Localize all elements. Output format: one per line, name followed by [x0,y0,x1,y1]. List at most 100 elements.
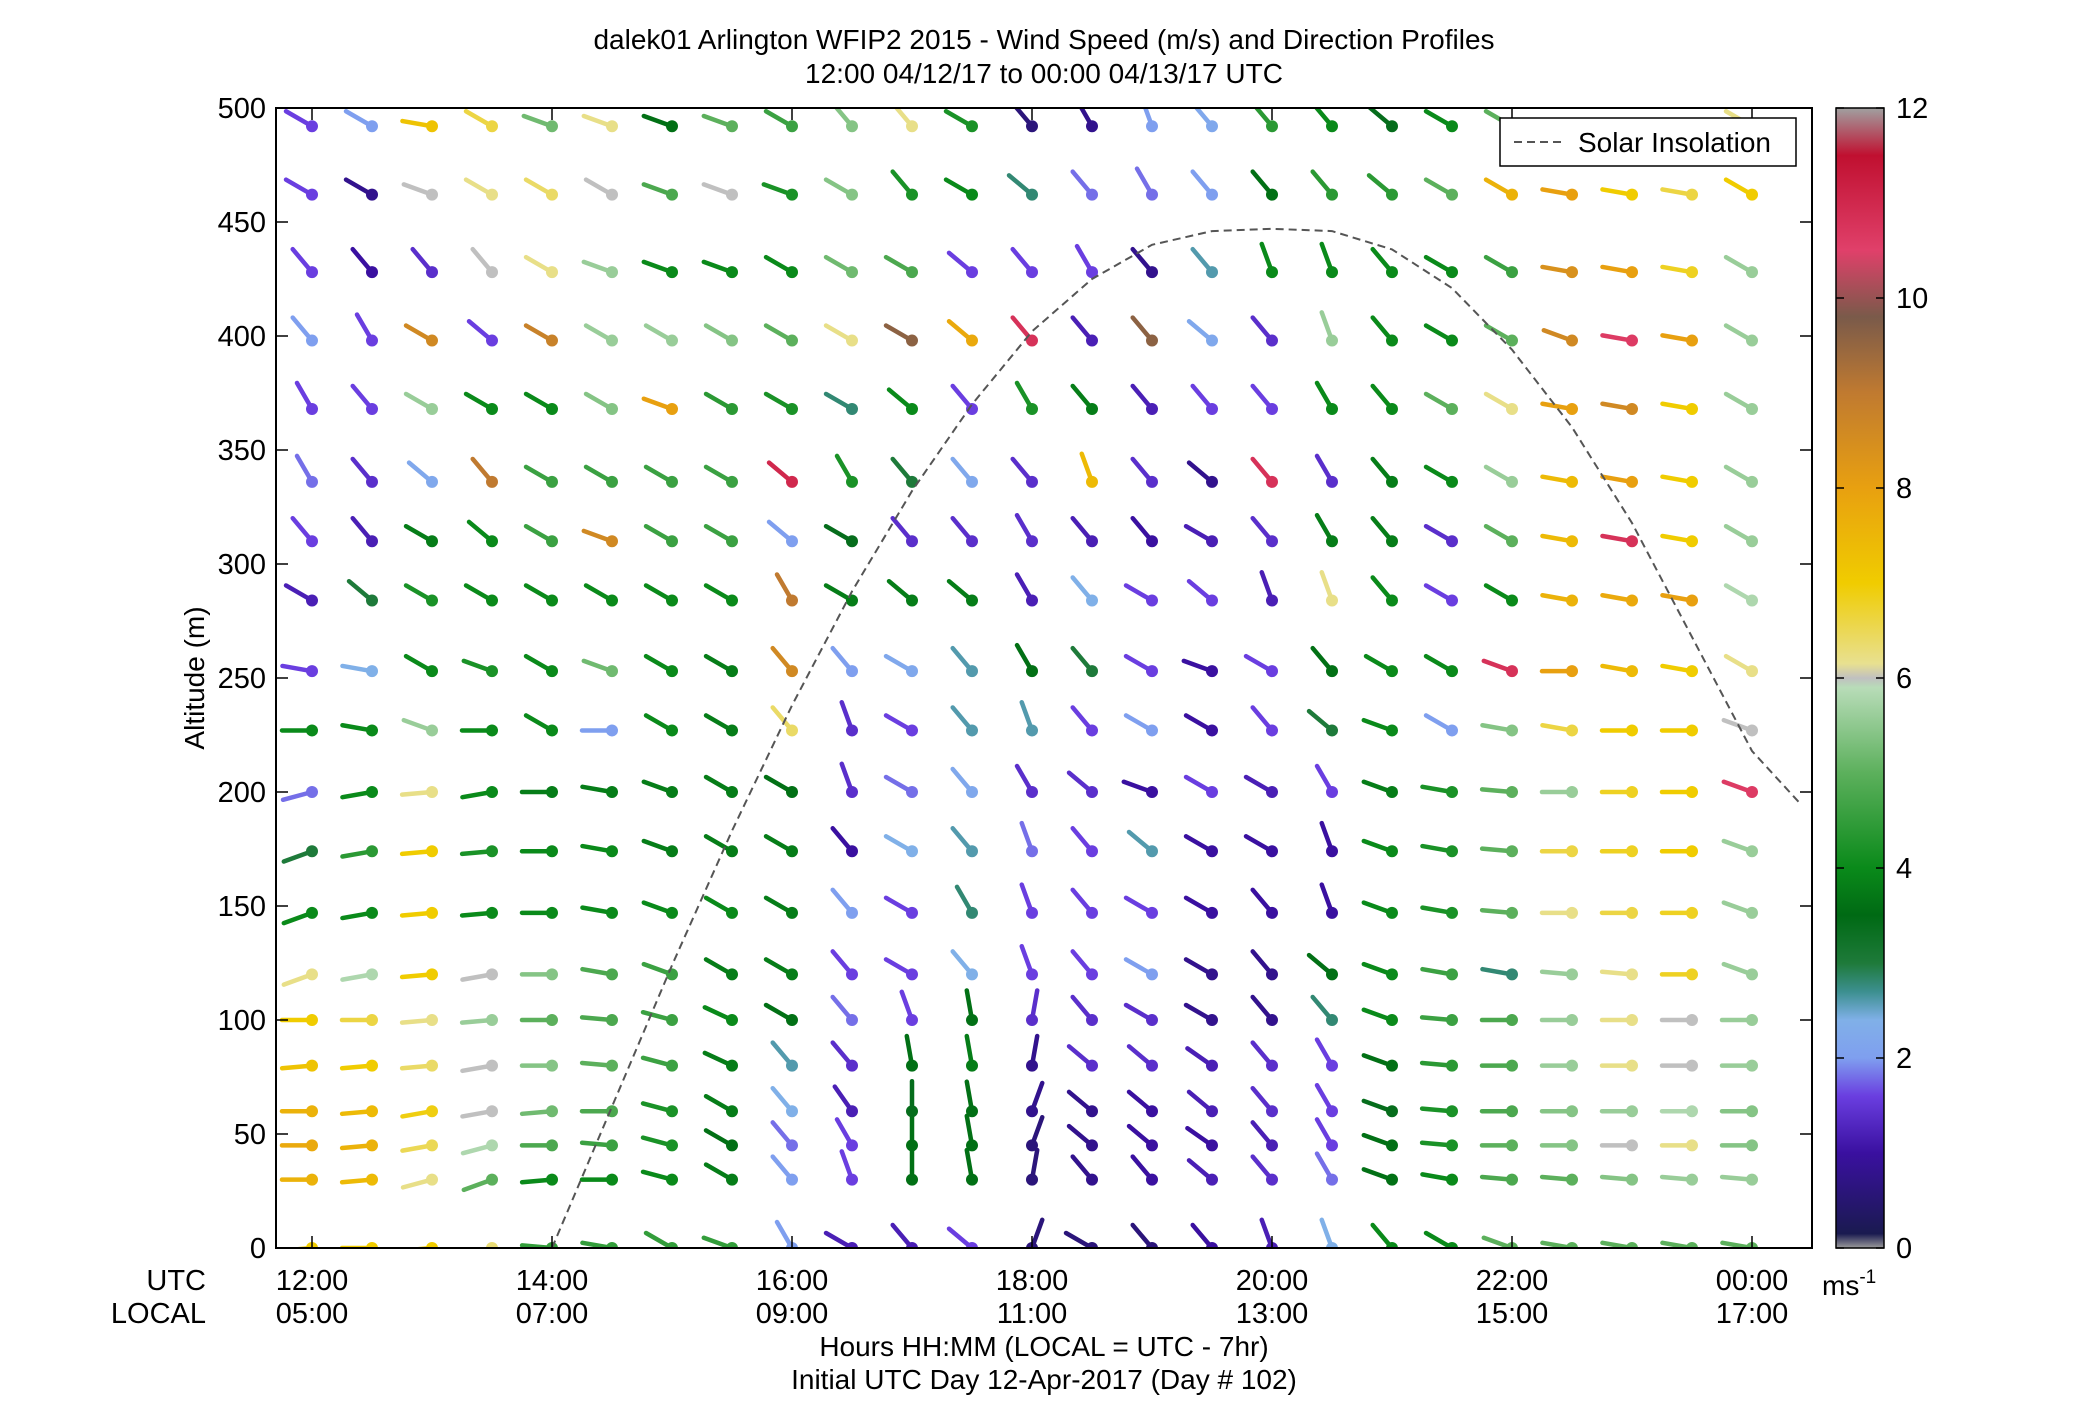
wind-barb-dot [906,1105,918,1118]
wind-barb [883,254,918,279]
x-tick-label-utc: 22:00 [1476,1265,1549,1297]
wind-barb [640,1135,678,1152]
wind-barb-dot [726,266,738,279]
wind-barb [1193,108,1218,133]
wind-barb-dot [486,665,498,678]
wind-barb-dot [846,120,858,133]
wind-barb-dot [306,475,318,488]
wind-barb-dot [486,402,498,415]
wind-barb [519,1059,558,1072]
wind-barb-dot [1326,402,1338,415]
wind-barb-dot [426,1173,438,1186]
wind-barb [1719,1014,1758,1026]
wind-barb-dot [1566,724,1578,737]
wind-barb [1660,187,1698,201]
y-tick-label: 300 [218,549,266,581]
wind-barb [1600,333,1638,347]
wind-barb-dot [1566,1173,1578,1186]
wind-barb-dot [366,1139,378,1152]
wind-barb [640,1101,678,1118]
wind-barb-dot [1086,1059,1098,1072]
wind-barb [1314,380,1338,415]
wind-barb [1660,401,1698,415]
wind-barb [343,108,378,133]
wind-barb [1306,708,1338,737]
wind-barb [1013,108,1038,133]
wind-barb [1423,653,1458,678]
wind-barb-dot [1026,120,1038,133]
wind-barb [1259,241,1278,279]
wind-barb [400,118,438,133]
wind-barb [906,1113,918,1152]
wind-barb [1363,653,1398,678]
wind-barb-dot [1086,1105,1098,1118]
wind-barb [1250,515,1278,548]
wind-barb-dot [1446,402,1458,415]
wind-barb-dot [1386,594,1398,607]
wind-barb-dot [666,535,678,548]
wind-barb [1719,1059,1758,1072]
wind-barb-dot [906,786,918,798]
wind-barb [883,895,918,919]
wind-barb [1539,1059,1578,1072]
wind-barb-dot [906,1014,918,1026]
wind-barb-dot [546,968,558,981]
wind-barb-dot [1386,968,1398,981]
wind-barb-dot [1026,535,1038,548]
y-tick-label: 0 [250,1233,266,1265]
colorbar-tick-label: 8 [1896,473,1912,505]
wind-barb [950,515,978,548]
wind-barb-dot [606,475,618,488]
wind-barb-dot [1506,845,1518,858]
wind-barb [701,113,738,133]
x-tick-label-local: 11:00 [997,1298,1067,1330]
wind-barb-dot [1086,535,1098,548]
wind-barb-dot [1446,1173,1458,1186]
wind-barb-dot [1206,1242,1218,1248]
wind-barb-dot [306,1173,318,1186]
wind-barb [1659,1105,1698,1118]
wind-barb [583,391,618,415]
wind-barb-dot [846,475,858,488]
wind-barb [294,453,318,488]
wind-barb [823,254,858,279]
wind-barb [823,523,858,548]
wind-barb-dot [1206,535,1218,548]
wind-barb [1599,1014,1638,1026]
wind-barb [886,578,918,607]
wind-barb [1723,177,1758,201]
wind-barb-dot [846,266,858,279]
wind-barb-dot [1326,906,1338,919]
wind-barb-dot [1206,845,1218,858]
wind-barb-dot [306,334,318,347]
wind-barb [830,1040,858,1072]
wind-barb-dot [1086,1242,1098,1248]
wind-barb-dot [1446,266,1458,279]
wind-barb [701,182,738,201]
wind-barb-dot [1086,906,1098,919]
wind-barb-dot [726,845,738,858]
wind-barb-dot [1446,1059,1458,1072]
wind-barb [579,1173,618,1186]
wind-barb [1243,834,1278,858]
colorbar-tick-label: 0 [1896,1233,1912,1265]
wind-barb-dot [426,402,438,415]
wind-barb [350,456,378,488]
wind-barb [703,713,738,737]
wind-barb [703,834,738,858]
wind-barb-dot [966,1242,978,1248]
wind-barb-dot [966,845,978,858]
wind-barb [523,653,558,678]
wind-barb [1014,763,1038,798]
wind-barb-dot [426,188,438,201]
wind-barb [1183,834,1218,858]
wind-barb-dot [486,724,498,737]
wind-barb [1660,663,1698,678]
wind-barb-dot [306,594,318,607]
wind-barb [883,834,918,858]
wind-barb [1130,456,1158,488]
wind-barb [580,966,618,981]
wind-barb [1123,653,1158,678]
x-tick-label-local: 15:00 [1476,1298,1549,1330]
wind-barb [523,254,558,279]
